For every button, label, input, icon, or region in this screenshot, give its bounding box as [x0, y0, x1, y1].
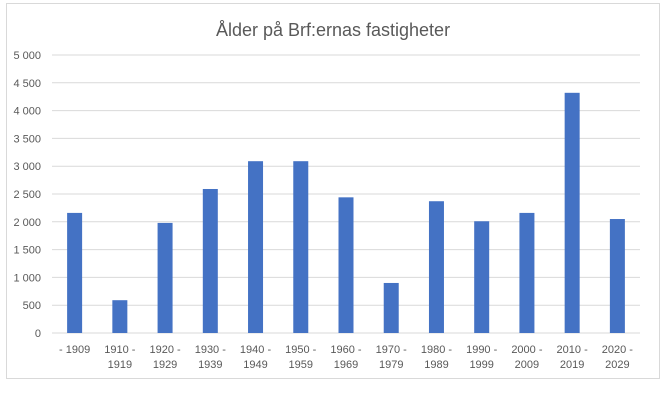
- bar: [609, 219, 625, 333]
- bar: [564, 92, 580, 333]
- bar: [428, 201, 444, 333]
- x-tick-label: 1970 -1979: [376, 344, 408, 371]
- x-tick-label: 1960 -1969: [330, 344, 362, 371]
- x-tick-label: 1980 -1989: [421, 344, 453, 371]
- x-tick-label: 1990 -1999: [466, 344, 498, 371]
- bars: [67, 92, 625, 333]
- bar: [202, 188, 218, 333]
- y-tick-label: 5 000: [13, 50, 41, 62]
- x-tick-label: 1950 -1959: [285, 344, 317, 371]
- y-tick-label: 4 000: [13, 106, 41, 118]
- bar: [474, 221, 490, 333]
- x-tick-label: 1910 -1919: [104, 344, 136, 371]
- y-tick-label: 0: [35, 328, 41, 340]
- bar: [519, 212, 535, 333]
- bar: [248, 161, 264, 333]
- x-tick-label: 2000 -2009: [511, 344, 543, 371]
- x-tick-label: 1930 -1939: [195, 344, 227, 371]
- x-tick-label: - 1909: [59, 344, 90, 356]
- y-tick-label: 3 500: [13, 133, 41, 145]
- y-axis-ticks: 0 500 1 000 1 500 2 000 2 500 3 000 3 500 4 000 4…: [13, 50, 41, 340]
- y-tick-label: 2 000: [13, 217, 41, 229]
- bar: [383, 282, 399, 333]
- y-tick-label: 1 500: [13, 245, 41, 257]
- x-tick-label: 2020 -2029: [602, 344, 634, 371]
- x-tick-label: 1940 -1949: [240, 344, 272, 371]
- bar: [157, 222, 173, 333]
- bar: [67, 212, 83, 333]
- bar: [338, 197, 354, 333]
- bar: [293, 161, 309, 333]
- chart-title: Ålder på Brf:ernas fastigheter: [216, 20, 450, 40]
- y-tick-label: 3 000: [13, 161, 41, 173]
- y-tick-label: 4 500: [13, 78, 41, 90]
- y-tick-label: 2 500: [13, 189, 41, 201]
- x-tick-label: 2010 -2019: [557, 344, 589, 371]
- y-tick-label: 500: [23, 300, 41, 312]
- bar: [112, 300, 128, 333]
- x-axis-ticks: - 1909 1910 -1919 1920 -1929 1930 -1939 1940…: [59, 344, 633, 371]
- gridlines: [52, 54, 640, 334]
- x-tick-label: 1920 -1929: [149, 344, 181, 371]
- y-tick-label: 1 000: [13, 272, 41, 284]
